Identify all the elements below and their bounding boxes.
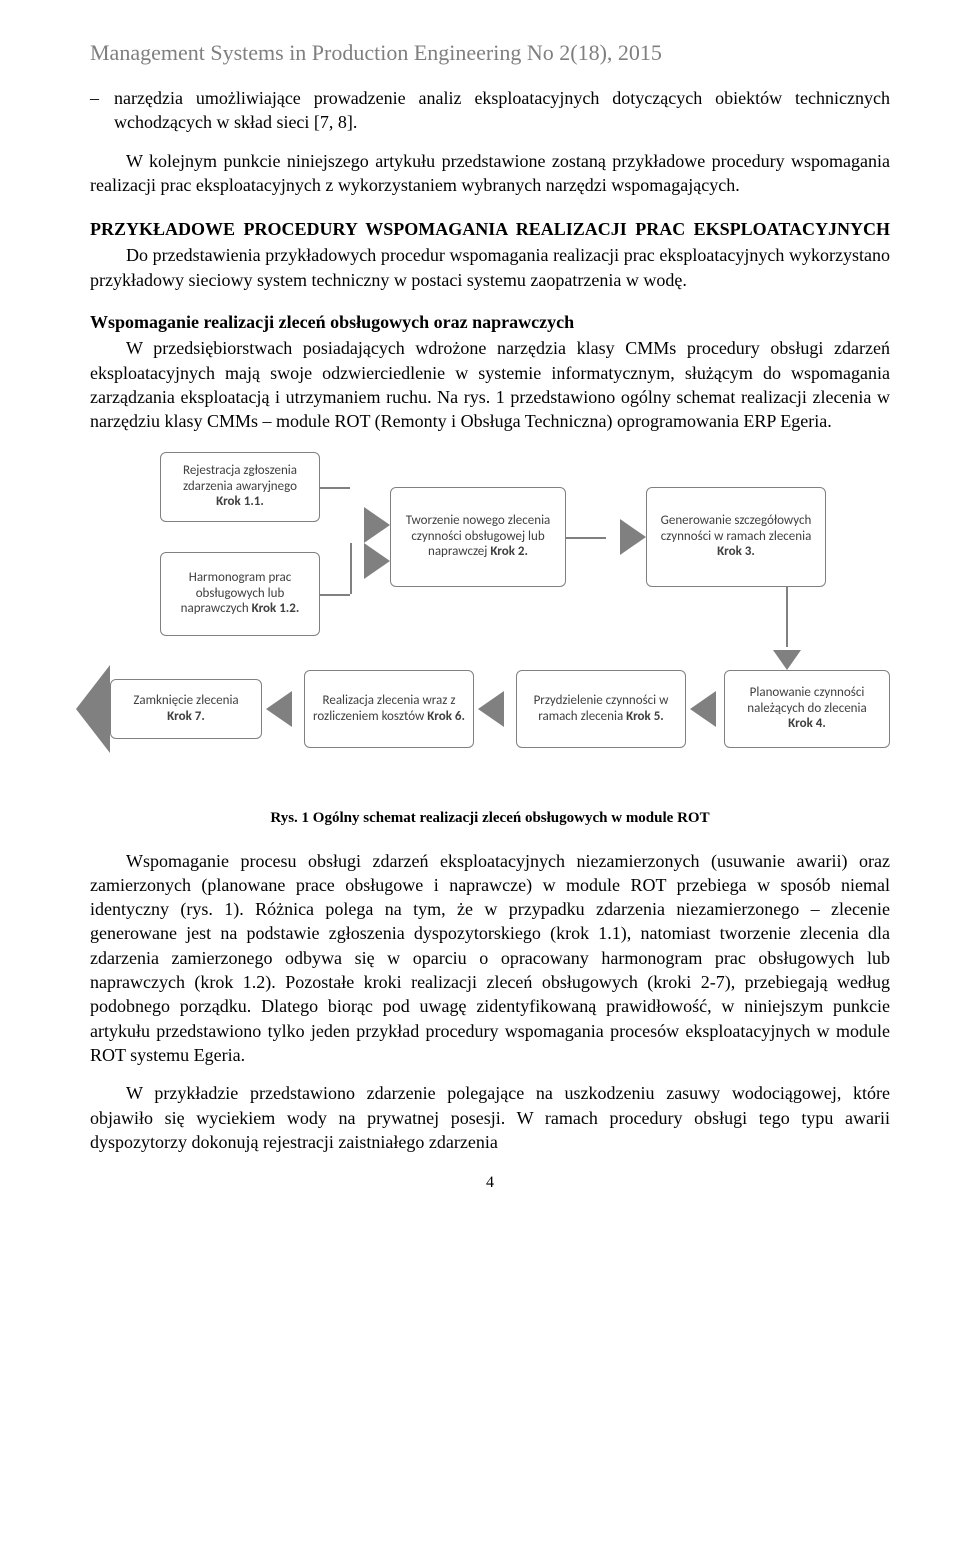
- flow-node-n5: Przydzielenie czynności w ramach zleceni…: [516, 670, 686, 748]
- page-header: Management Systems in Production Enginee…: [90, 40, 890, 66]
- flow-big-arrow-left: [76, 665, 110, 753]
- flow-node-n7: Zamknięcie zlecenia Krok 7.: [110, 679, 262, 739]
- flow-arrow-left: [690, 691, 716, 727]
- subsection-body: W przedsiębiorstwach posiadających wdroż…: [90, 336, 890, 433]
- flow-arrow-down: [773, 650, 801, 670]
- flow-node-n6: Realizacja zlecenia wraz z rozliczeniem …: [304, 670, 474, 748]
- bullet-list-item: – narzędzia umożliwiające prowadzenie an…: [90, 86, 890, 135]
- flow-connector: [320, 487, 350, 489]
- page-number: 4: [90, 1174, 890, 1192]
- flow-connector: [786, 587, 788, 647]
- flowchart-figure: Rejestracja zgłoszenia zdarzenia awaryjn…: [90, 452, 890, 792]
- flow-arrow-right: [620, 519, 646, 555]
- section-heading: PRZYKŁADOWE PROCEDURY WSPOMAGANIA REALIZ…: [90, 217, 890, 241]
- paragraph-post-2: W przykładzie przedstawiono zdarzenie po…: [90, 1081, 890, 1154]
- flow-connector: [350, 543, 352, 594]
- flow-connector: [566, 537, 606, 539]
- subsection-heading: Wspomaganie realizacji zleceń obsługowyc…: [90, 310, 890, 334]
- paragraph-post-1: Wspomaganie procesu obsługi zdarzeń eksp…: [90, 849, 890, 1068]
- list-item-text: narzędzia umożliwiające prowadzenie anal…: [114, 86, 890, 135]
- flow-arrow-left: [266, 691, 292, 727]
- flow-node-n4: Planowanie czynności należących do zlece…: [724, 670, 890, 748]
- flow-connector: [320, 594, 350, 596]
- flow-node-n3: Generowanie szczegółowych czynności w ra…: [646, 487, 826, 587]
- flow-node-n1_1: Rejestracja zgłoszenia zdarzenia awaryjn…: [160, 452, 320, 522]
- flow-arrow-right: [364, 507, 390, 543]
- figure-caption: Rys. 1 Ogólny schemat realizacji zleceń …: [90, 810, 890, 827]
- flow-node-n1_2: Harmonogram prac obsługowych lub naprawc…: [160, 552, 320, 636]
- flow-node-n2: Tworzenie nowego zlecenia czynności obsł…: [390, 487, 566, 587]
- section-body: Do przedstawienia przykładowych procedur…: [90, 243, 890, 292]
- flow-arrow-left: [478, 691, 504, 727]
- dash-bullet: –: [90, 86, 114, 135]
- flow-arrow-right: [364, 543, 390, 579]
- paragraph-intro: W kolejnym punkcie niniejszego artykułu …: [90, 149, 890, 198]
